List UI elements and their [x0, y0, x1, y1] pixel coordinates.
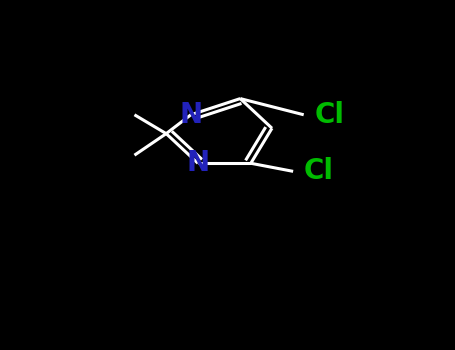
Text: Cl: Cl [304, 158, 334, 186]
Text: N: N [187, 149, 209, 177]
Text: Cl: Cl [314, 101, 344, 129]
Text: N: N [179, 101, 202, 129]
